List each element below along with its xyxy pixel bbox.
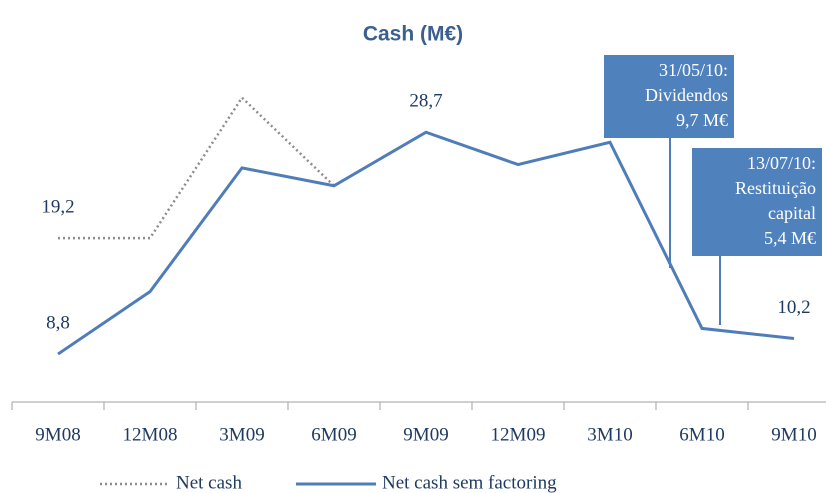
annotation-text: 13/07/10: bbox=[747, 153, 816, 173]
annotation-text: 9,7 M€ bbox=[676, 110, 728, 130]
series-line bbox=[58, 95, 335, 240]
x-tick-label: 12M09 bbox=[491, 424, 546, 445]
series-line bbox=[57, 130, 795, 356]
x-tick-label: 6M10 bbox=[679, 424, 724, 445]
x-tick-label: 9M10 bbox=[771, 424, 816, 445]
annotation-text: capital bbox=[768, 203, 816, 223]
legend-label: Net cash sem factoring bbox=[382, 472, 557, 493]
x-tick-label: 9M09 bbox=[403, 424, 448, 445]
data-label: 19,2 bbox=[41, 196, 74, 217]
data-label: 28,7 bbox=[409, 91, 442, 112]
x-tick-label: 6M09 bbox=[311, 424, 356, 445]
chart-title: Cash (M€) bbox=[363, 23, 463, 46]
annotation-text: 31/05/10: bbox=[659, 60, 728, 80]
x-tick-label: 3M10 bbox=[587, 424, 632, 445]
data-label: 8,8 bbox=[46, 312, 70, 333]
annotation-text: 5,4 M€ bbox=[764, 228, 816, 248]
annotation-text: Dividendos bbox=[645, 85, 728, 105]
x-tick-label: 3M09 bbox=[219, 424, 264, 445]
legend-label: Net cash bbox=[176, 472, 242, 493]
x-tick-label: 12M08 bbox=[123, 424, 178, 445]
annotation-box bbox=[604, 55, 734, 138]
x-tick-label: 9M08 bbox=[35, 424, 80, 445]
annotation-box bbox=[692, 148, 822, 256]
annotation-text: Restituição bbox=[735, 178, 816, 198]
data-label: 10,2 bbox=[777, 297, 810, 318]
